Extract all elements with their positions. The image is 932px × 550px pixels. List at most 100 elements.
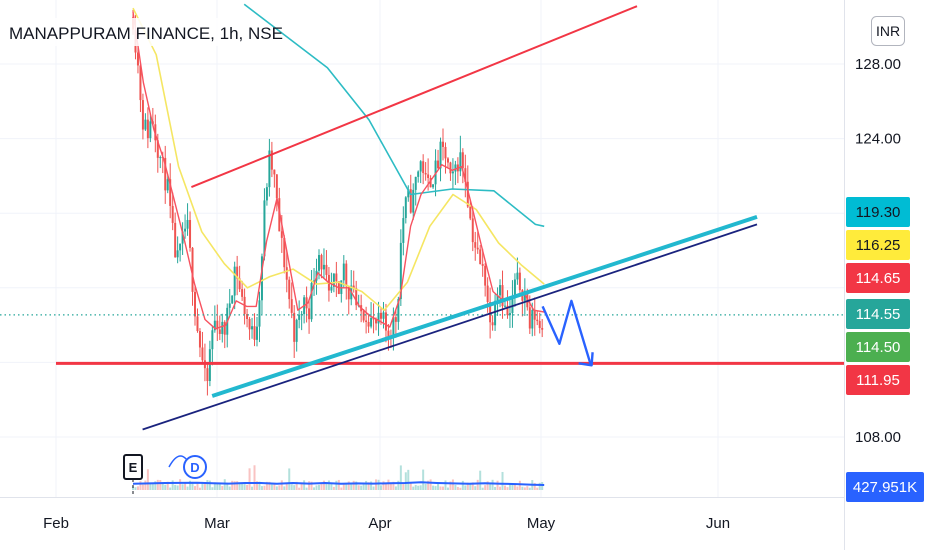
candle-body [511, 295, 514, 314]
candle-body [310, 282, 313, 320]
candle-body [256, 326, 258, 340]
candle-body [536, 319, 539, 322]
volume-bar [315, 485, 318, 490]
candle-body [288, 279, 291, 300]
volume-bar [541, 482, 544, 490]
price-tick-label: 124.00 [855, 131, 901, 148]
candle-body [201, 347, 204, 361]
price-badge [846, 299, 910, 329]
candle-body [533, 310, 536, 320]
volume-ma-path [132, 481, 545, 486]
candle-body [263, 200, 266, 257]
candle-body [464, 168, 467, 182]
candle-body [377, 312, 380, 324]
candle-body [176, 250, 179, 258]
volume-bar [320, 483, 323, 490]
dividend-marker-circle [183, 455, 207, 479]
candle-body [221, 321, 224, 334]
volume-bar [516, 486, 519, 490]
candle-body [491, 322, 494, 326]
volume-bar [260, 486, 263, 490]
volume-bar [360, 485, 363, 490]
dividend-marker-label: D [190, 460, 199, 475]
volume-bar [313, 487, 316, 490]
candle-body [241, 289, 244, 297]
volume-bar [526, 486, 529, 490]
currency-button[interactable]: INR [871, 16, 905, 46]
candle-body [409, 189, 412, 213]
price-badge-label: 114.55 [856, 306, 901, 323]
volume-bar [437, 483, 440, 490]
candle-body [429, 177, 432, 188]
candle-body [233, 266, 236, 296]
volume-bar [189, 480, 192, 490]
volume-bar [454, 484, 457, 490]
candle-body [380, 312, 382, 319]
candle-body [367, 321, 370, 327]
volume-bar [486, 481, 489, 490]
candle-body [419, 161, 422, 172]
price-badge [846, 230, 910, 260]
volume-bar [325, 482, 328, 490]
candle-body [355, 288, 358, 306]
volume-bar [380, 485, 382, 490]
volume-bar [481, 487, 484, 490]
volume-bar [154, 481, 157, 490]
candle-body [223, 321, 226, 335]
volume-bar [456, 486, 459, 490]
volume-bar [496, 480, 499, 490]
volume-bars [132, 465, 544, 490]
volume-bar [156, 479, 159, 490]
volume-bar [538, 482, 541, 490]
currency-label: INR [876, 23, 900, 39]
time-tick-label: May [527, 515, 556, 532]
candle-body [213, 320, 216, 331]
candle-body [184, 228, 187, 232]
volume-bar [389, 482, 392, 490]
volume-bar [141, 484, 144, 490]
candle-body [228, 303, 231, 308]
candle-body [372, 317, 375, 320]
volume-bar [345, 482, 348, 490]
volume-bar [466, 482, 469, 490]
volume-bar [367, 482, 370, 490]
candle-body [345, 263, 348, 287]
volume-bar [206, 480, 209, 490]
candle-body [194, 291, 196, 317]
candle-body [513, 279, 516, 296]
volume-bar [330, 483, 333, 490]
candle-body [506, 305, 509, 316]
volume-bar [476, 479, 479, 490]
candle-body [246, 314, 249, 320]
candle-body [466, 181, 469, 207]
candle-body [437, 160, 440, 169]
price-badge [846, 472, 924, 502]
volume-bar [194, 486, 196, 490]
volume-bar [241, 483, 244, 490]
volume-bar [218, 484, 221, 490]
candle-body [141, 100, 144, 130]
volume-bar [243, 484, 246, 490]
volume-bar [161, 482, 164, 490]
candle-body [484, 265, 487, 286]
volume-bar [429, 479, 432, 490]
volume-bar [322, 480, 325, 490]
candle-body [283, 237, 286, 268]
earnings-marker-label: E [129, 460, 138, 475]
candle-body [208, 349, 211, 382]
volume-bar [499, 486, 502, 490]
volume-bar [208, 480, 211, 490]
candle-body [499, 285, 502, 296]
candle-body [159, 157, 162, 159]
volume-bar [226, 484, 229, 490]
drawing-tools[interactable] [0, 5, 844, 431]
candle-body [305, 297, 308, 309]
candle-body [449, 162, 452, 174]
volume-bar [469, 484, 472, 490]
volume-bar [186, 486, 189, 490]
projection-arrow-head [578, 352, 594, 367]
volume-bar [536, 487, 539, 490]
volume-bar [513, 484, 516, 490]
